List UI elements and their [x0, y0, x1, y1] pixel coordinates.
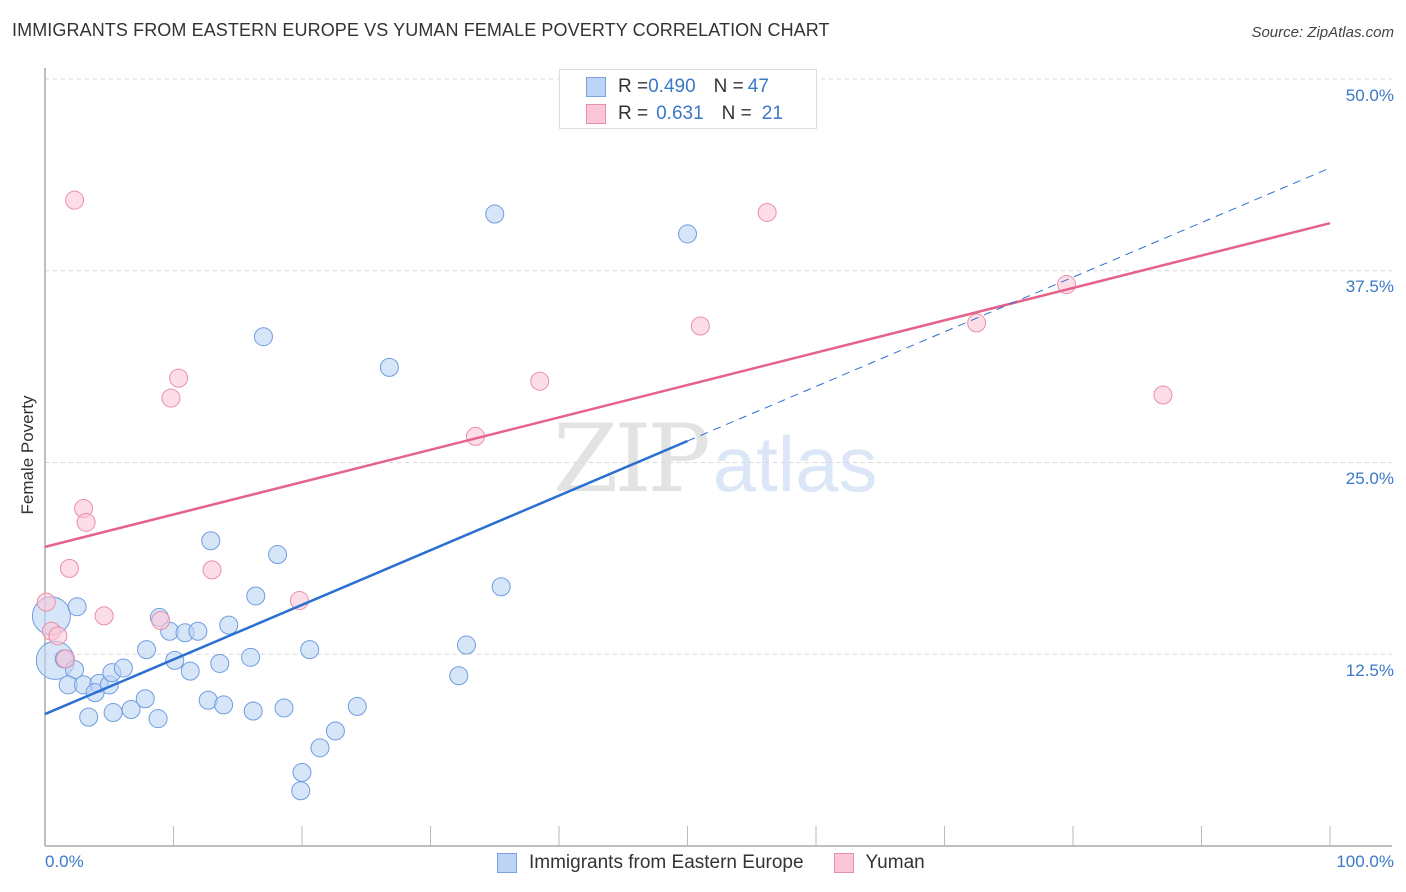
data-point[interactable]	[76, 512, 96, 532]
legend-label: Yuman	[865, 852, 925, 873]
data-point[interactable]	[161, 388, 181, 408]
pink-swatch-icon	[833, 853, 854, 873]
chart-title: IMMIGRANTS FROM EASTERN EUROPE VS YUMAN …	[12, 20, 830, 40]
n-value: 21	[761, 103, 783, 124]
legend-item-yuman[interactable]: Yuman	[833, 852, 925, 874]
legend-row-immigrants: R = 0.490 N = 47	[586, 75, 769, 99]
x-tick-100: 100.0%	[1336, 852, 1394, 871]
data-point[interactable]	[347, 696, 367, 716]
y-tick-50: 50.0%	[1345, 86, 1394, 105]
r-label: R =	[618, 103, 649, 124]
data-point[interactable]	[310, 738, 330, 758]
data-point[interactable]	[456, 635, 476, 655]
immigrants-trendline-extension	[687, 167, 1331, 442]
data-point[interactable]	[169, 368, 189, 388]
data-point[interactable]	[690, 316, 710, 336]
data-point[interactable]	[103, 703, 123, 723]
data-point[interactable]	[56, 649, 76, 669]
data-point[interactable]	[530, 371, 550, 391]
n-label: N =	[721, 103, 752, 124]
n-value: 47	[747, 76, 769, 97]
data-point[interactable]	[67, 597, 87, 617]
y-axis-label: Female Poverty	[18, 395, 37, 515]
data-point[interactable]	[243, 701, 263, 721]
legend-item-immigrants[interactable]: Immigrants from Eastern Europe	[497, 852, 804, 874]
data-point[interactable]	[379, 357, 399, 377]
gridlines	[45, 78, 1392, 655]
data-point[interactable]	[65, 190, 85, 210]
data-point[interactable]	[94, 606, 114, 626]
data-point[interactable]	[491, 577, 511, 597]
data-point[interactable]	[148, 709, 168, 729]
data-point[interactable]	[121, 699, 141, 719]
data-point[interactable]	[757, 202, 777, 222]
blue-swatch-icon	[586, 77, 606, 97]
r-value: 0.490	[648, 76, 696, 97]
axes	[44, 68, 1392, 847]
data-point[interactable]	[135, 689, 155, 709]
correlation-legend: R = 0.490 N = 47 R = 0.631 N = 21	[559, 69, 817, 129]
series-immigrants-eastern-europe-points	[31, 204, 697, 801]
data-point[interactable]	[678, 224, 697, 244]
immigrants-trendline	[44, 439, 688, 716]
data-point[interactable]	[449, 666, 469, 686]
data-point[interactable]	[246, 586, 266, 606]
n-label: N =	[713, 76, 744, 97]
data-point[interactable]	[36, 592, 56, 612]
data-point[interactable]	[967, 313, 987, 333]
data-point[interactable]	[214, 695, 234, 715]
pink-swatch-icon	[586, 104, 606, 124]
x-tick-0: 0.0%	[45, 852, 84, 871]
legend-row-yuman: R = 0.631 N = 21	[586, 102, 783, 126]
data-point[interactable]	[300, 640, 320, 660]
trendlines	[44, 167, 1331, 716]
data-point[interactable]	[292, 762, 312, 782]
data-point[interactable]	[291, 781, 311, 801]
yuman-trendline	[44, 221, 1331, 549]
legend-label: Immigrants from Eastern Europe	[529, 852, 804, 873]
r-value: 0.631	[656, 103, 704, 124]
data-point[interactable]	[241, 647, 261, 667]
data-point[interactable]	[137, 640, 157, 660]
y-tick-12-5: 12.5%	[1345, 661, 1394, 680]
data-point[interactable]	[325, 721, 345, 741]
data-point[interactable]	[202, 560, 222, 580]
data-point[interactable]	[59, 558, 79, 578]
data-point[interactable]	[1153, 385, 1173, 405]
data-point[interactable]	[253, 327, 273, 347]
y-tick-25: 25.0%	[1345, 469, 1394, 488]
series-yuman-points	[36, 190, 1173, 669]
source-credit: Source: ZipAtlas.com	[1251, 24, 1394, 41]
data-point[interactable]	[79, 707, 99, 727]
data-point[interactable]	[274, 698, 294, 718]
data-point[interactable]	[113, 658, 133, 678]
data-point[interactable]	[219, 615, 239, 635]
blue-swatch-icon	[497, 853, 517, 873]
data-point[interactable]	[268, 545, 288, 565]
data-point[interactable]	[210, 653, 230, 673]
r-label: R =	[618, 76, 649, 97]
data-point[interactable]	[485, 204, 505, 224]
y-tick-37-5: 37.5%	[1345, 277, 1394, 296]
data-point[interactable]	[151, 611, 171, 631]
series-legend: Immigrants from Eastern Europe Yuman	[497, 852, 955, 874]
data-point[interactable]	[188, 621, 208, 641]
data-point[interactable]	[48, 626, 68, 646]
data-point[interactable]	[180, 661, 200, 681]
data-point[interactable]	[201, 531, 221, 551]
